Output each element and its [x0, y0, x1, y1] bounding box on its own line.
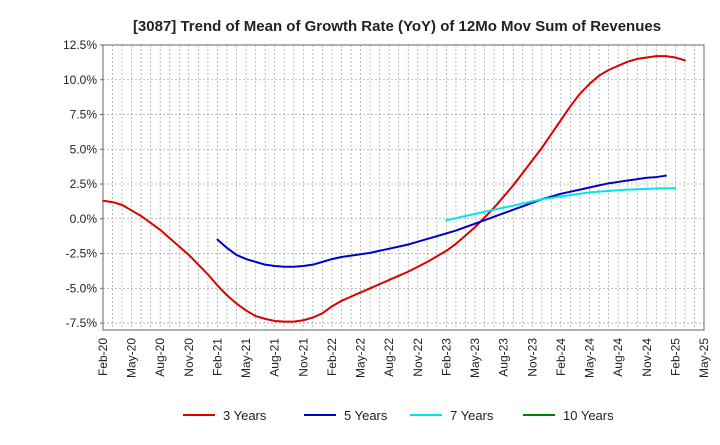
y-tick-label: -2.5% — [66, 247, 98, 261]
x-tick-label: Feb-21 — [210, 338, 224, 376]
x-axis-tick-labels: Feb-20 May-20 Aug-20 Nov-20 Feb-21 May-21 Aug-… — [96, 338, 711, 378]
series-lines — [102, 55, 686, 323]
x-tick-label: May-20 — [125, 338, 139, 378]
x-tick-label: Nov-22 — [411, 338, 425, 377]
y-tick-label: -7.5% — [66, 316, 98, 330]
y-tick-label: 10.0% — [63, 73, 97, 87]
y-tick-label: 0.0% — [70, 212, 98, 226]
x-tick-label: Aug-20 — [153, 338, 167, 377]
x-tick-label: Nov-23 — [525, 338, 539, 377]
x-tick-label: Feb-20 — [96, 338, 110, 376]
x-tick-label: Nov-21 — [296, 338, 310, 377]
x-tick-label: Aug-22 — [382, 338, 396, 377]
legend: 3 Years 5 Years 7 Years 10 Years — [183, 408, 614, 423]
y-tick-label: 12.5% — [63, 38, 97, 52]
x-tick-label: Feb-24 — [554, 338, 568, 376]
y-tick-label: 5.0% — [70, 142, 98, 156]
y-axis-tick-labels: 12.5% 10.0% 7.5% 5.0% 2.5% 0.0% -2.5% -5.0% -7.5… — [63, 38, 103, 330]
series-line-7-years — [445, 187, 677, 222]
y-tick-label: 7.5% — [70, 108, 98, 122]
x-tick-label: Aug-21 — [268, 338, 282, 377]
plot-area — [103, 45, 704, 330]
legend-label: 10 Years — [563, 408, 614, 423]
x-tick-label: Feb-23 — [439, 338, 453, 376]
legend-label: 3 Years — [223, 408, 267, 423]
x-tick-label: May-22 — [354, 338, 368, 378]
x-tick-label: Nov-24 — [640, 338, 654, 377]
legend-label: 7 Years — [450, 408, 494, 423]
chart-title: [3087] Trend of Mean of Growth Rate (YoY… — [133, 18, 661, 35]
x-tick-label: Feb-25 — [668, 338, 682, 376]
x-tick-label: May-23 — [468, 338, 482, 378]
x-tick-label: Aug-23 — [497, 338, 511, 377]
x-tick-label: May-25 — [697, 338, 711, 378]
series-line-3-years — [102, 55, 686, 323]
x-tick-label: Aug-24 — [611, 338, 625, 377]
y-tick-label: -5.0% — [66, 281, 98, 295]
x-tick-label: May-24 — [583, 338, 597, 378]
legend-label: 5 Years — [344, 408, 388, 423]
series-line-5-years — [216, 174, 667, 268]
grid-lines — [103, 44, 704, 330]
x-tick-label: Nov-20 — [182, 338, 196, 377]
x-tick-label: Feb-22 — [325, 338, 339, 376]
plot-frame — [102, 44, 705, 331]
y-tick-label: 2.5% — [70, 177, 98, 191]
x-tick-label: May-21 — [239, 338, 253, 378]
